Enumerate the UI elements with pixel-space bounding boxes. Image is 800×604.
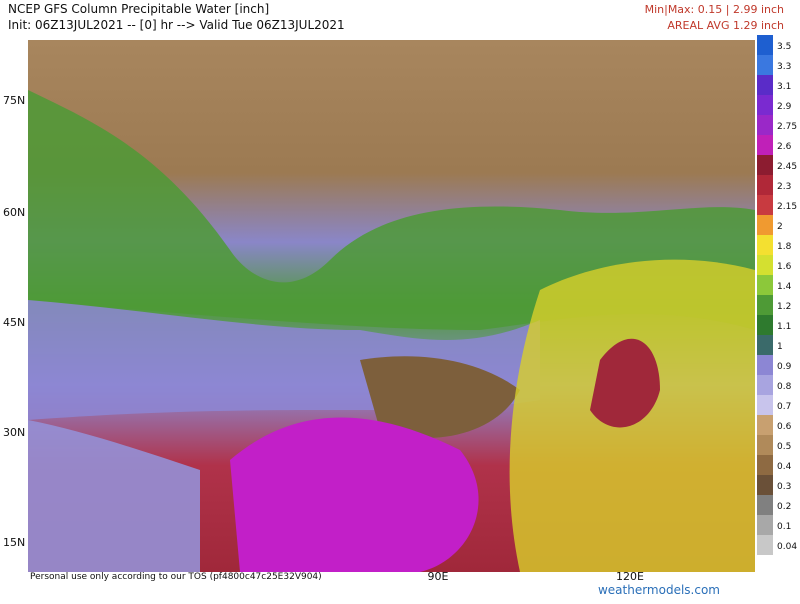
areal-avg: AREAL AVG 1.29 inch — [667, 19, 784, 32]
min-max: Min|Max: 0.15 | 2.99 inch — [645, 3, 784, 16]
colorbar-label: 1.4 — [777, 282, 792, 292]
colorbar-swatch — [757, 115, 773, 135]
monsoon-magenta — [230, 417, 479, 572]
colorbar-swatch — [757, 55, 773, 75]
lat-label: 60N — [3, 206, 25, 219]
colorbar-swatch — [757, 135, 773, 155]
colorbar-label: 3.5 — [777, 42, 791, 52]
colorbar-label: 2.9 — [777, 102, 792, 112]
colorbar-label: 0.7 — [777, 402, 791, 412]
colorbar-swatch — [757, 435, 773, 455]
colorbar-swatch — [757, 155, 773, 175]
colorbar-swatch — [757, 75, 773, 95]
lon-label: 120E — [616, 570, 644, 583]
lat-label: 30N — [3, 426, 25, 439]
colorbar-label: 0.4 — [777, 462, 792, 472]
colorbar-label: 2 — [777, 222, 783, 232]
colorbar-swatch — [757, 515, 773, 535]
colorbar-label: 1.8 — [777, 242, 792, 252]
tos-notice: Personal use only according to our TOS (… — [30, 572, 322, 582]
colorbar-swatch — [757, 415, 773, 435]
lat-labels: 75N 60N 45N 30N 15N — [3, 94, 25, 549]
colorbar-label: 0.1 — [777, 522, 791, 532]
colorbar-label: 0.04 — [777, 542, 797, 552]
china-red — [590, 338, 660, 428]
colorbar-label: 1.6 — [777, 262, 792, 272]
colorbar-swatch — [757, 255, 773, 275]
green-moisture — [28, 90, 755, 330]
colorbar-label: 3.3 — [777, 62, 791, 72]
colorbar-label: 2.75 — [777, 122, 797, 132]
colorbar-swatch — [757, 395, 773, 415]
colorbar-label: 3.1 — [777, 82, 791, 92]
colorbar-label: 0.6 — [777, 422, 792, 432]
colorbar-label: 0.5 — [777, 442, 791, 452]
lat-label: 75N — [3, 94, 25, 107]
colorbar-swatch — [757, 355, 773, 375]
colorbar-label: 0.3 — [777, 482, 791, 492]
colorbar-swatch — [757, 235, 773, 255]
arabia-lavender — [28, 420, 200, 572]
site-link[interactable]: weathermodels.com — [598, 583, 720, 597]
colorbar-swatch — [757, 495, 773, 515]
colorbar-swatch — [757, 295, 773, 315]
colorbar-swatch — [757, 455, 773, 475]
colorbar-label: 1.1 — [777, 322, 791, 332]
colorbar-swatch — [757, 335, 773, 355]
colorbar-label: 2.6 — [777, 142, 792, 152]
colorbar-label: 2.45 — [777, 162, 797, 172]
map-subtitle: Init: 06Z13JUL2021 -- [0] hr --> Valid T… — [8, 18, 345, 32]
colorbar: 3.5 3.3 3.1 2.9 2.75 2.6 2.45 2.3 2.15 2 1.8 1.6 1.4… — [757, 35, 797, 555]
colorbar-swatch — [757, 375, 773, 395]
colorbar-label: 0.2 — [777, 502, 791, 512]
lon-label: 90E — [428, 570, 449, 583]
lat-label: 15N — [3, 536, 25, 549]
lon-labels: 90E 120E — [428, 570, 644, 583]
colorbar-label: 1 — [777, 342, 783, 352]
colorbar-swatch — [757, 35, 773, 55]
colorbar-label: 1.2 — [777, 302, 791, 312]
colorbar-swatch — [757, 215, 773, 235]
colorbar-swatch — [757, 175, 773, 195]
colorbar-swatch — [757, 315, 773, 335]
colorbar-swatch — [757, 275, 773, 295]
colorbar-swatch — [757, 535, 773, 555]
colorbar-swatch — [757, 195, 773, 215]
map-area — [28, 40, 755, 572]
colorbar-label: 0.8 — [777, 382, 792, 392]
lat-label: 45N — [3, 316, 25, 329]
colorbar-label: 0.9 — [777, 362, 792, 372]
colorbar-swatch — [757, 95, 773, 115]
colorbar-label: 2.15 — [777, 202, 797, 212]
tibet-dry — [360, 356, 520, 438]
colorbar-swatch — [757, 475, 773, 495]
map-title: NCEP GFS Column Precipitable Water [inch… — [8, 2, 269, 16]
colorbar-label: 2.3 — [777, 182, 791, 192]
